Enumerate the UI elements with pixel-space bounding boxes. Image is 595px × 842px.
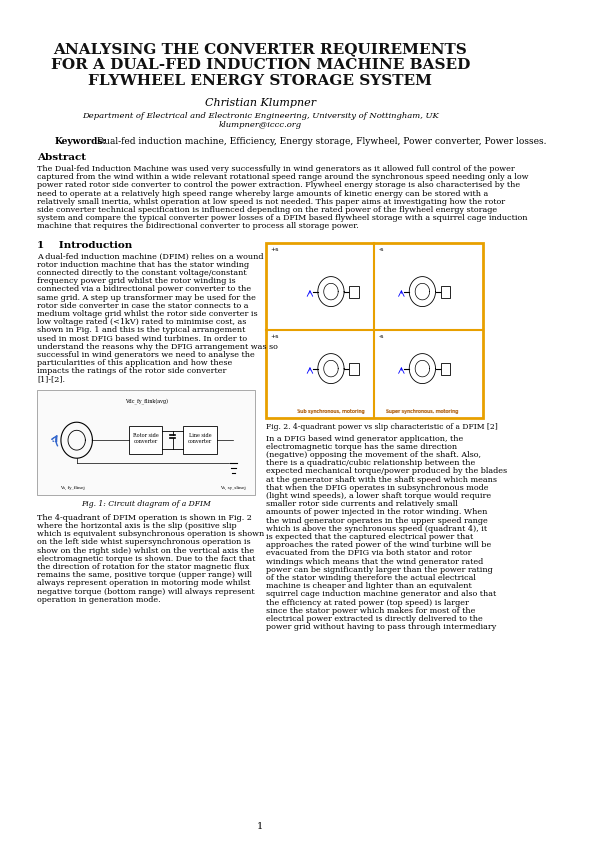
Text: of the stator winding therefore the actual electrical: of the stator winding therefore the actu… [265,574,475,582]
Bar [349,285,359,297]
Text: at the generator shaft with the shaft speed which means: at the generator shaft with the shaft sp… [265,476,497,483]
Text: Vs, sy_slinej: Vs, sy_slinej [221,486,246,490]
Text: power can be significantly larger than the power rating: power can be significantly larger than t… [265,566,493,573]
Text: power rated rotor side converter to control the power extraction. Flywheel energ: power rated rotor side converter to cont… [37,181,521,189]
Text: expected mechanical torque/power produced by the blades: expected mechanical torque/power produce… [265,467,507,476]
Text: -s: -s [379,247,384,252]
Bar [441,363,450,375]
Text: Line side
converter: Line side converter [188,433,212,444]
Text: the direction of rotation for the stator magnetic flux: the direction of rotation for the stator… [37,563,250,571]
Text: negative torque (bottom range) will always represent: negative torque (bottom range) will alwa… [37,588,255,595]
Text: since the stator power which makes for most of the: since the stator power which makes for m… [265,607,475,615]
Text: Vs, fy_flinej: Vs, fy_flinej [60,486,84,490]
Text: show on the right side) whilst on the vertical axis the: show on the right side) whilst on the ve… [37,546,255,555]
Text: that when the DFIG operates in subsynchronous mode: that when the DFIG operates in subsynchr… [265,484,488,492]
Bar [183,426,217,454]
Text: connected directly to the constant voltage/constant: connected directly to the constant volta… [37,269,247,277]
Bar [37,390,255,495]
Text: The Dual-fed Induction Machine was used very successfully in wind generators as : The Dual-fed Induction Machine was used … [37,165,515,173]
Text: successful in wind generators we need to analyse the: successful in wind generators we need to… [37,351,255,359]
Text: particularities of this application and how these: particularities of this application and … [37,360,233,367]
Text: where the horizontal axis is the slip (positive slip: where the horizontal axis is the slip (p… [37,522,237,530]
Text: -s: -s [379,334,384,339]
Text: same grid. A step up transformer may be used for the: same grid. A step up transformer may be … [37,294,256,301]
Text: which is equivalent subsynchronous operation is shown: which is equivalent subsynchronous opera… [37,530,265,538]
Text: which is above the synchronous speed (quadrant 4), it: which is above the synchronous speed (qu… [265,525,487,533]
Bar [129,426,162,454]
Text: relatively small inertia, whilst operation at low speed is not needed. This pape: relatively small inertia, whilst operati… [37,198,506,205]
Text: on the left side whist supersynchronous operation is: on the left side whist supersynchronous … [37,538,251,546]
Text: always represent operation in motoring mode whilst: always represent operation in motoring m… [37,579,251,588]
Text: Ω: Ω [51,437,57,443]
Text: medium voltage grid whilst the rotor side converter is: medium voltage grid whilst the rotor sid… [37,310,258,318]
Text: need to operate at a relatively high speed range whereby large amounts of kineti: need to operate at a relatively high spe… [37,189,488,198]
Text: The 4-quadrant of DFIM operation is shown in Fig. 2: The 4-quadrant of DFIM operation is show… [37,514,252,522]
Text: +s: +s [270,334,278,339]
Text: Fig. 2. 4-quadrant power vs slip characteristic of a DFIM [2]: Fig. 2. 4-quadrant power vs slip charact… [265,423,497,430]
Bar [441,285,450,297]
Text: FLYWHEEL ENERGY STORAGE SYSTEM: FLYWHEEL ENERGY STORAGE SYSTEM [89,74,433,88]
Text: there is a quadratic/cubic relationship between the: there is a quadratic/cubic relationship … [265,459,475,467]
Text: power grid without having to pass through intermediary: power grid without having to pass throug… [265,623,496,632]
Bar [265,242,483,418]
Text: +s: +s [270,247,278,252]
Text: Fig. 1: Circuit diagram of a DFIM: Fig. 1: Circuit diagram of a DFIM [82,500,211,508]
Text: Abstract: Abstract [37,153,86,162]
Text: In a DFIG based wind generator application, the: In a DFIG based wind generator applicati… [265,434,463,443]
Text: evacuated from the DFIG via both stator and rotor: evacuated from the DFIG via both stator … [265,549,471,557]
Text: Department of Electrical and Electronic Engineering, University of Nottingham, U: Department of Electrical and Electronic … [82,112,439,120]
Text: A dual-fed induction machine (DFIM) relies on a wound: A dual-fed induction machine (DFIM) reli… [37,253,264,261]
Text: (light wind speeds), a lower shaft torque would require: (light wind speeds), a lower shaft torqu… [265,492,491,500]
Text: shown in Fig. 1 and this is the typical arrangement: shown in Fig. 1 and this is the typical … [37,327,246,334]
Text: used in most DFIG based wind turbines. In order to: used in most DFIG based wind turbines. I… [37,334,248,343]
Text: operation in generation mode.: operation in generation mode. [37,596,161,604]
Text: rotor side converter in case the stator connects to a: rotor side converter in case the stator … [37,301,249,310]
Text: ANALYSING THE CONVERTER REQUIREMENTS: ANALYSING THE CONVERTER REQUIREMENTS [54,42,467,56]
Text: machine that requires the bidirectional converter to process all storage power.: machine that requires the bidirectional … [37,222,359,231]
Text: squirrel cage induction machine generator and also that: squirrel cage induction machine generato… [265,590,496,599]
Text: (negative) opposing the movement of the shaft. Also,: (negative) opposing the movement of the … [265,451,481,459]
Text: connected via a bidirectional power converter to the: connected via a bidirectional power conv… [37,285,252,293]
Text: the wind generator operates in the upper speed range: the wind generator operates in the upper… [265,517,487,525]
Text: electromagnetic torque has the same direction: electromagnetic torque has the same dire… [265,443,457,450]
Text: Dual-fed induction machine, Efficiency, Energy storage, Flywheel, Power converte: Dual-fed induction machine, Efficiency, … [93,137,546,146]
Text: Christian Klumpner: Christian Klumpner [205,98,316,108]
Text: FOR A DUAL-FED INDUCTION MACHINE BASED: FOR A DUAL-FED INDUCTION MACHINE BASED [51,58,470,72]
Text: smaller rotor side currents and relatively small: smaller rotor side currents and relative… [265,500,458,509]
Text: amounts of power injected in the rotor winding. When: amounts of power injected in the rotor w… [265,509,487,516]
Text: remains the same, positive torque (upper range) will: remains the same, positive torque (upper… [37,571,252,579]
Text: is expected that the captured electrical power that: is expected that the captured electrical… [265,533,473,541]
Text: the efficiency at rated power (top speed) is larger: the efficiency at rated power (top speed… [265,599,468,606]
Text: side converter technical specification is influenced depending on the rated powe: side converter technical specification i… [37,206,497,214]
Text: super synchronous, motoring: super synchronous, motoring [386,408,458,413]
Text: machine is cheaper and lighter than an equivalent: machine is cheaper and lighter than an e… [265,582,471,590]
Text: captured from the wind within a wide relevant rotational speed range around the : captured from the wind within a wide rel… [37,173,529,181]
Text: Sub synchronous, motoring: Sub synchronous, motoring [298,408,365,413]
Bar [349,363,359,375]
Text: electrical power extracted is directly delivered to the: electrical power extracted is directly d… [265,615,483,623]
Text: 1    Introduction: 1 Introduction [37,241,133,249]
Text: frequency power grid whilst the rotor winding is: frequency power grid whilst the rotor wi… [37,277,236,285]
Text: rotor induction machine that has the stator winding: rotor induction machine that has the sta… [37,261,250,269]
Text: klumpner@iccc.org: klumpner@iccc.org [219,121,302,129]
Text: understand the reasons why the DFIG arrangement was so: understand the reasons why the DFIG arra… [37,343,278,351]
Text: electromagnetic torque is shown. Due to the fact that: electromagnetic torque is shown. Due to … [37,555,256,562]
Text: system and compare the typical converter power losses of a DFIM based flywheel s: system and compare the typical converter… [37,214,528,222]
Text: sub synchronous, motoring: sub synchronous, motoring [298,408,364,413]
Text: 1: 1 [257,822,264,831]
Text: impacts the ratings of the rotor side converter: impacts the ratings of the rotor side co… [37,367,227,376]
Text: Vdc_fy_flink(avg): Vdc_fy_flink(avg) [125,397,168,403]
Text: Rotor side
converter: Rotor side converter [133,433,158,444]
Text: approaches the rated power of the wind turbine will be: approaches the rated power of the wind t… [265,541,491,549]
Text: [1]-[2].: [1]-[2]. [37,376,65,384]
Text: Keywords:: Keywords: [55,137,107,146]
Text: windings which means that the wind generator rated: windings which means that the wind gener… [265,557,483,566]
Text: low voltage rated (<1kV) rated to minimise cost, as: low voltage rated (<1kV) rated to minimi… [37,318,247,326]
Text: Super synchronous, motoring: Super synchronous, motoring [386,408,459,413]
